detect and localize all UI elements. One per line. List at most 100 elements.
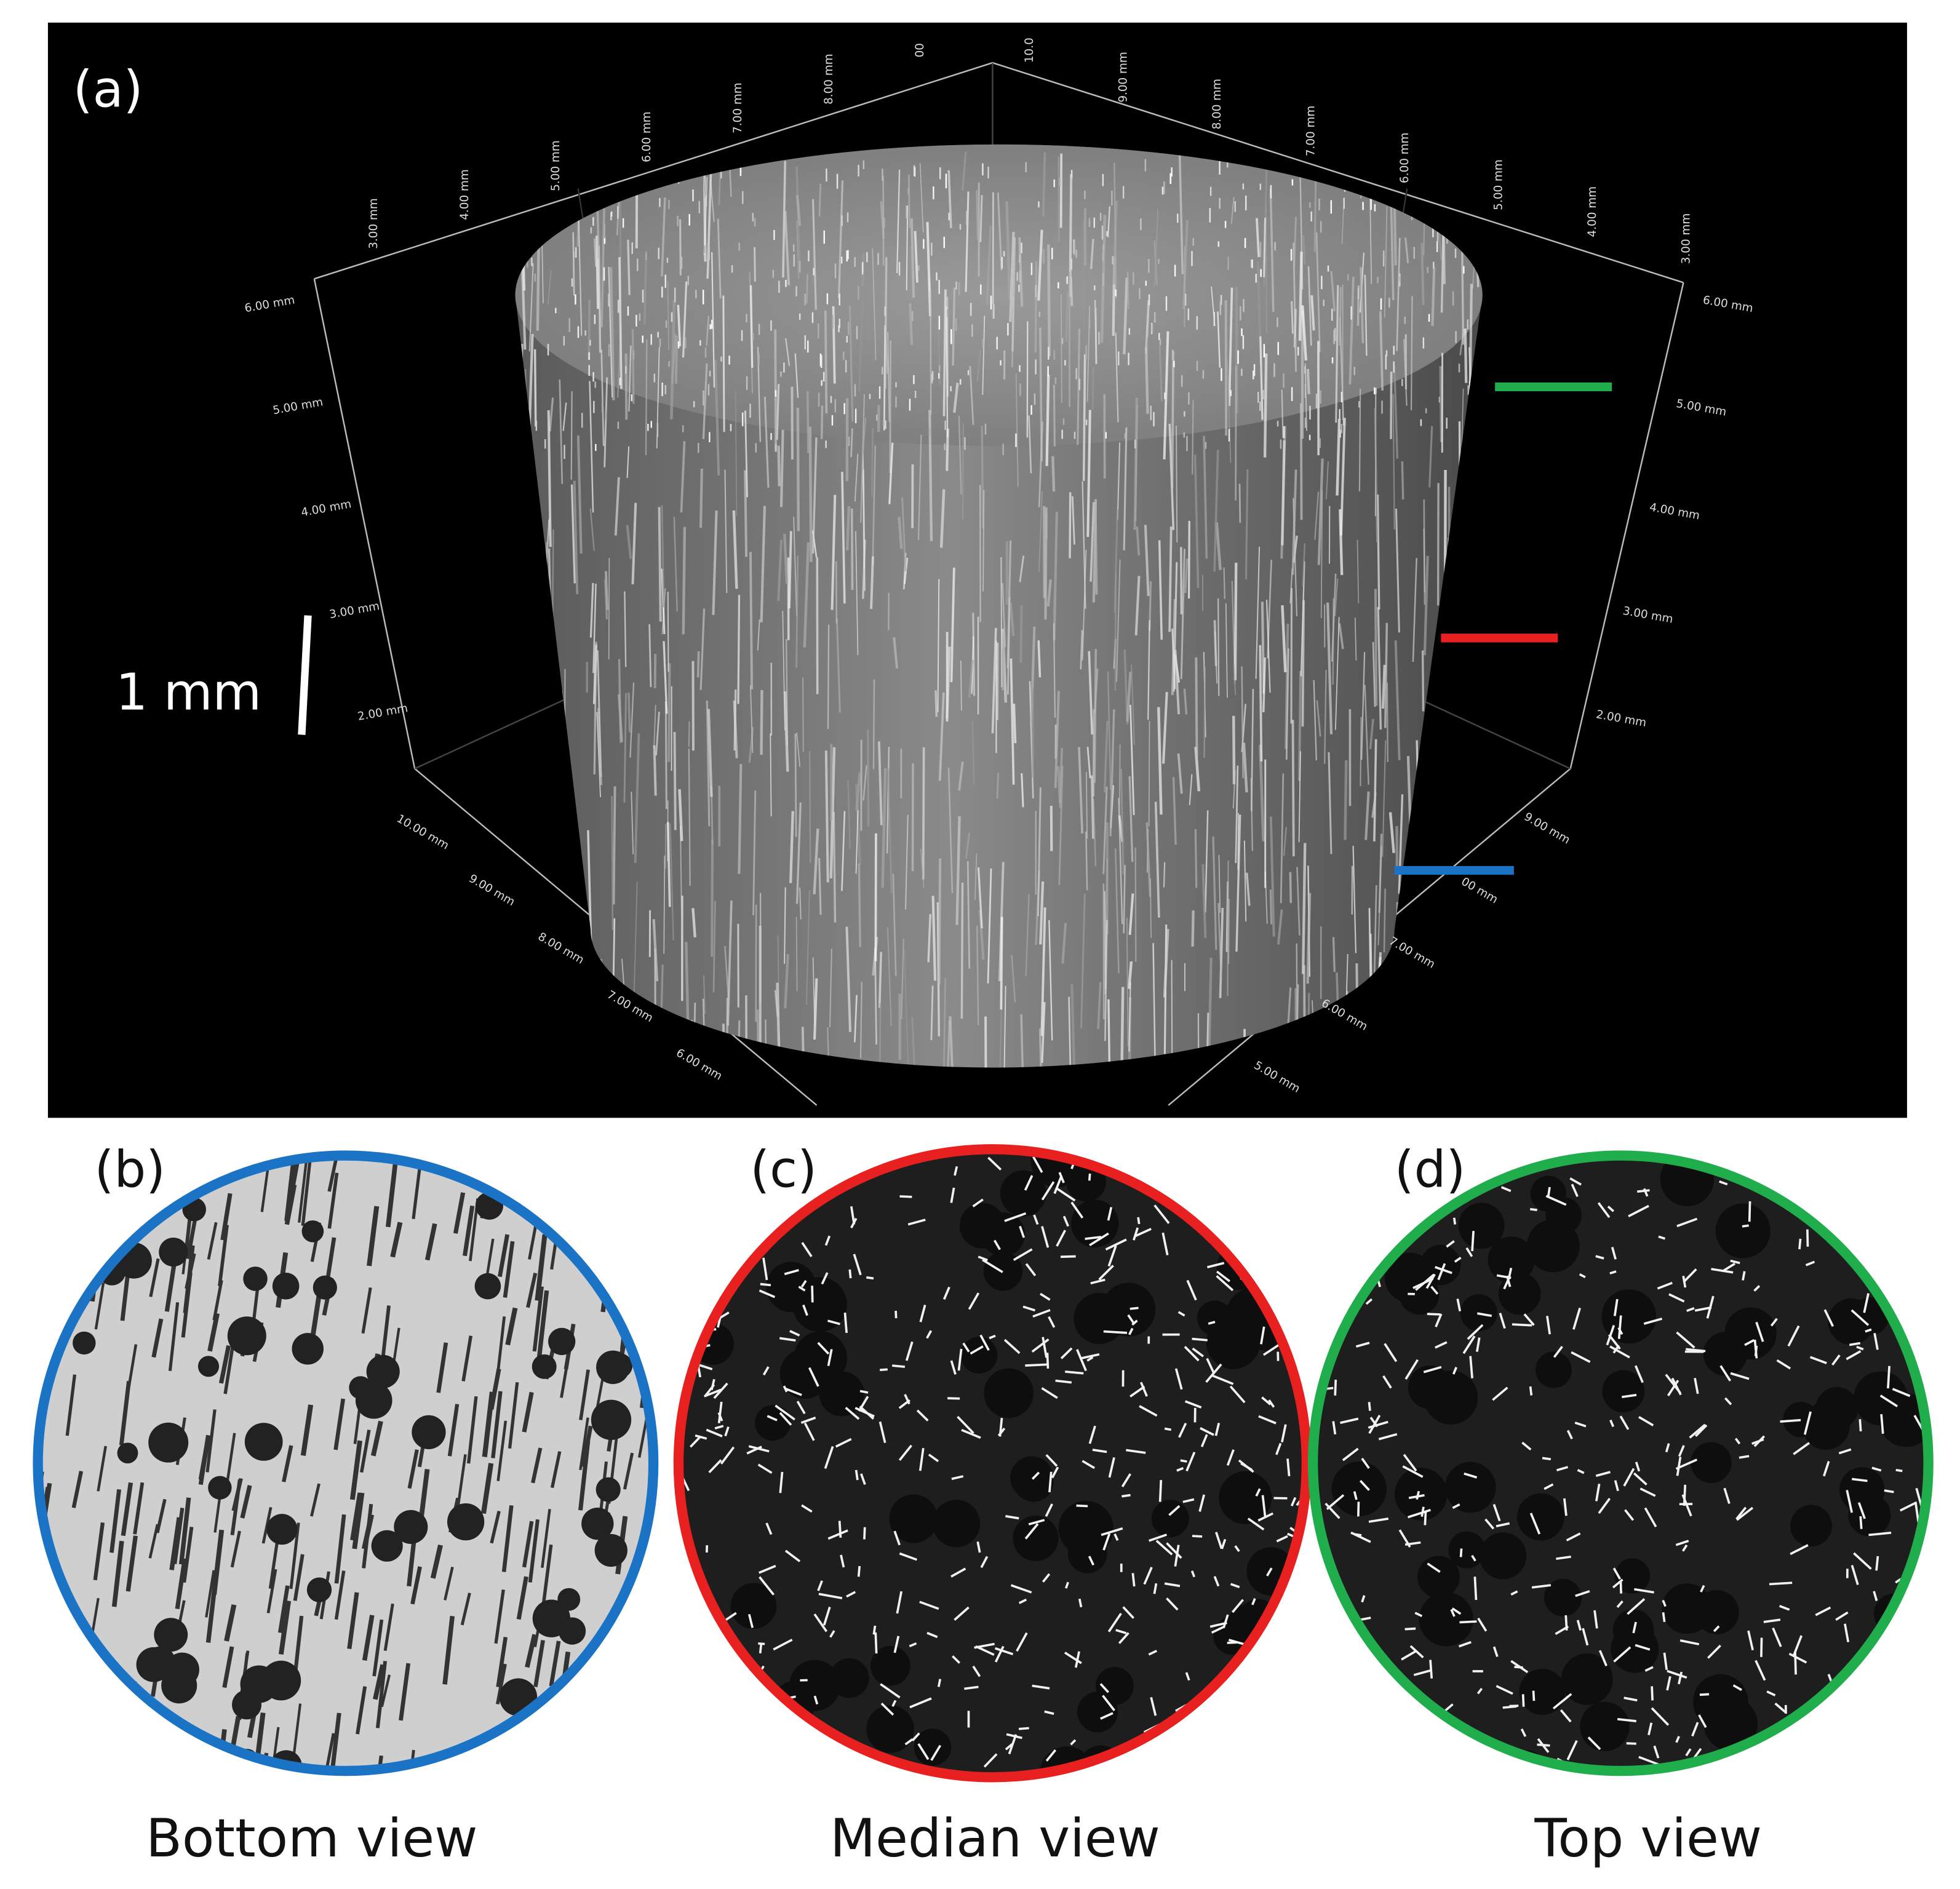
texture — [1698, 1714, 1707, 1728]
texture — [706, 161, 712, 279]
texture — [1676, 1331, 1695, 1349]
texture — [1114, 848, 1120, 974]
texture — [1171, 628, 1176, 690]
texture — [760, 690, 763, 755]
texture — [611, 796, 614, 931]
texture — [1225, 603, 1228, 698]
texture — [1657, 1281, 1673, 1290]
axis-tick-label: 4.00 mm — [458, 169, 471, 220]
texture — [1706, 1295, 1715, 1319]
texture — [1552, 1693, 1572, 1710]
scale-bar-label: 1 mm — [116, 664, 261, 722]
texture — [1719, 1365, 1732, 1382]
texture — [1089, 1232, 1109, 1247]
texture — [980, 1556, 989, 1569]
texture — [1496, 1522, 1510, 1528]
pore — [771, 1738, 808, 1775]
texture — [589, 508, 595, 551]
texture — [1032, 1309, 1051, 1318]
texture — [1683, 1484, 1687, 1506]
axis-tick-label: 6.00 mm — [640, 111, 653, 162]
texture — [1496, 1685, 1513, 1695]
texture — [1868, 1531, 1892, 1537]
texture — [767, 1415, 778, 1422]
texture — [759, 1643, 763, 1653]
texture — [1404, 1359, 1419, 1380]
texture — [1031, 1338, 1050, 1353]
texture — [1031, 1471, 1040, 1480]
texture — [1217, 598, 1220, 696]
texture — [775, 1404, 795, 1421]
texture — [1016, 1632, 1028, 1652]
texture — [926, 1330, 933, 1339]
texture — [866, 1276, 874, 1280]
texture — [282, 1445, 293, 1482]
texture — [1136, 527, 1141, 556]
texture — [853, 995, 858, 1043]
texture — [1259, 336, 1264, 420]
texture — [63, 1179, 74, 1223]
texture — [1685, 1748, 1692, 1757]
texture — [995, 642, 999, 720]
texture — [906, 205, 909, 291]
texture — [1086, 1356, 1094, 1362]
texture — [533, 349, 537, 427]
pore — [1536, 1351, 1572, 1388]
texture — [1128, 982, 1131, 1052]
texture — [579, 1417, 589, 1471]
texture — [1176, 426, 1178, 543]
texture — [1667, 1380, 1679, 1397]
texture — [1168, 1505, 1181, 1516]
texture — [1215, 522, 1222, 570]
texture — [1595, 1255, 1604, 1260]
texture — [1070, 1739, 1077, 1746]
texture — [1707, 1644, 1721, 1659]
pore — [1419, 1592, 1473, 1647]
texture — [824, 750, 829, 883]
texture — [1884, 1489, 1894, 1493]
texture — [1326, 1494, 1345, 1510]
texture — [1626, 1742, 1636, 1745]
texture — [1047, 244, 1051, 357]
texture — [1537, 1738, 1550, 1753]
texture — [1041, 1387, 1058, 1399]
texture — [1241, 666, 1244, 779]
texture — [847, 779, 851, 849]
texture — [824, 1446, 834, 1469]
texture — [1760, 1637, 1763, 1657]
texture — [957, 1348, 963, 1371]
texture — [678, 1378, 680, 1386]
texture — [1699, 1693, 1710, 1696]
texture — [1042, 152, 1046, 217]
texture — [1044, 1710, 1054, 1715]
pore — [594, 1533, 627, 1567]
texture — [1291, 301, 1294, 334]
texture — [1192, 1535, 1203, 1538]
pore — [1815, 1386, 1858, 1430]
texture — [1045, 1454, 1058, 1467]
texture — [1376, 494, 1380, 610]
texture — [1521, 1694, 1525, 1707]
texture — [804, 1736, 823, 1746]
texture — [1520, 1728, 1527, 1737]
texture — [1566, 1532, 1581, 1541]
texture — [645, 339, 648, 455]
texture — [1919, 1755, 1923, 1769]
texture — [1383, 888, 1386, 953]
texture — [987, 869, 992, 984]
texture — [1222, 1614, 1229, 1629]
texture — [1102, 1695, 1115, 1711]
texture — [757, 1463, 773, 1474]
texture — [266, 1569, 277, 1613]
texture — [808, 426, 813, 562]
texture — [1240, 1462, 1253, 1471]
texture — [164, 1262, 177, 1312]
texture — [1344, 1741, 1354, 1754]
texture — [738, 764, 743, 874]
pore — [301, 1220, 324, 1243]
axis-tick-label: 7.00 mm — [1304, 106, 1317, 156]
texture — [1164, 1427, 1172, 1431]
texture — [1794, 1652, 1797, 1675]
texture — [1248, 1250, 1269, 1265]
texture — [1128, 1149, 1137, 1151]
